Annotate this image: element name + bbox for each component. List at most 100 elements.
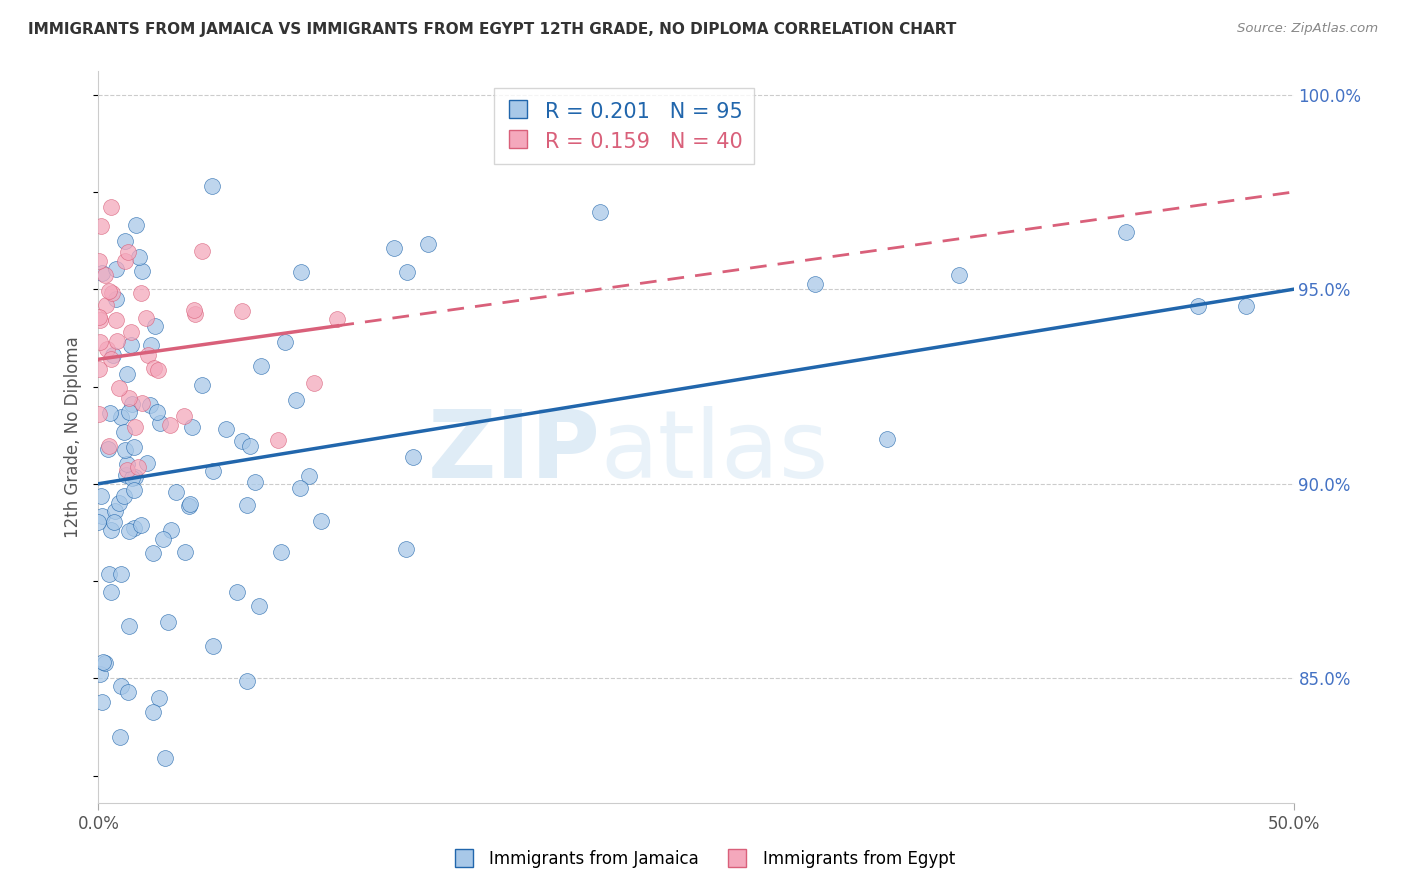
Point [89,312,111,326]
Point [117,368,139,382]
Point [114,442,136,457]
Point [110,679,132,693]
Point [183,302,205,317]
Point [117,244,139,259]
Point [1115,225,1137,239]
Point [285,392,308,407]
Point [135,456,157,470]
Point [96,298,118,312]
Point [89,335,111,350]
Point [90,489,112,503]
Point [143,361,166,376]
Point [128,250,150,264]
Point [104,504,127,518]
Point [117,684,139,698]
Point [97,439,120,453]
Point [238,439,260,453]
Point [112,489,135,503]
Point [1234,300,1257,314]
Point [105,262,128,277]
Point [87,516,110,530]
Point [98,567,121,582]
Point [91,695,114,709]
Point [270,545,292,559]
Point [120,338,142,352]
Point [202,639,225,653]
Point [142,705,165,719]
Point [103,516,125,530]
Point [181,420,204,434]
Point [131,264,153,278]
Point [105,292,128,306]
Point [173,409,195,424]
Point [118,405,141,419]
Point [121,471,143,485]
Point [98,284,121,298]
Point [395,265,418,279]
Point [190,244,212,258]
Point [146,405,169,419]
Point [157,615,180,630]
Point [124,420,146,434]
Point [247,599,270,614]
Point [384,241,406,255]
Point [190,378,212,392]
Point [274,334,297,349]
Point [250,359,273,373]
Point [112,425,135,439]
Point [115,463,138,477]
Point [125,218,148,232]
Point [589,204,612,219]
Point [267,433,290,447]
Point [148,691,170,706]
Point [159,418,181,433]
Point [174,545,197,559]
Text: IMMIGRANTS FROM JAMAICA VS IMMIGRANTS FROM EGYPT 12TH GRADE, NO DIPLOMA CORRELAT: IMMIGRANTS FROM JAMAICA VS IMMIGRANTS FR… [28,22,956,37]
Point [243,475,266,490]
Point [302,376,325,390]
Point [121,396,143,410]
Point [96,342,118,356]
Point [104,312,127,326]
Point [131,517,153,532]
Point [142,546,165,560]
Point [235,673,257,688]
Point [201,178,224,193]
Point [202,464,225,478]
Point [290,265,312,279]
Point [290,481,312,495]
Point [179,497,201,511]
Point [101,286,124,301]
Point [105,334,128,349]
Text: Source: ZipAtlas.com: Source: ZipAtlas.com [1237,22,1378,36]
Point [298,469,321,483]
Point [89,362,111,376]
Point [876,432,898,446]
Point [145,318,167,333]
Point [94,657,117,671]
Text: ZIP: ZIP [427,406,600,498]
Point [215,422,238,436]
Point [131,396,153,410]
Point [120,326,142,340]
Point [159,523,181,537]
Point [135,311,157,326]
Point [165,485,187,500]
Point [127,459,149,474]
Point [948,268,970,283]
Point [231,434,253,449]
Point [89,408,111,422]
Point [100,523,122,537]
Point [115,468,138,483]
Point [136,348,159,362]
Point [138,398,160,412]
Point [100,352,122,367]
Point [804,277,827,291]
Point [117,524,139,538]
Legend: R = 0.201   N = 95, R = 0.159   N = 40: R = 0.201 N = 95, R = 0.159 N = 40 [495,88,754,164]
Y-axis label: 12th Grade, No Diploma: 12th Grade, No Diploma [65,336,83,538]
Point [108,731,131,745]
Point [129,285,152,300]
Point [97,442,120,456]
Legend: Immigrants from Jamaica, Immigrants from Egypt: Immigrants from Jamaica, Immigrants from… [444,844,962,875]
